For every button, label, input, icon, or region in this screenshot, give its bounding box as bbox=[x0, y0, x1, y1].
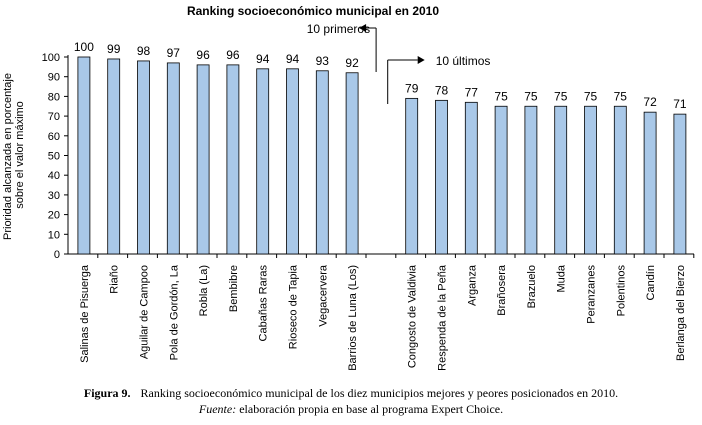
bar bbox=[346, 73, 358, 254]
y-tick-label: 100 bbox=[42, 52, 60, 64]
bar-value-label: 72 bbox=[643, 95, 657, 109]
figure-number: Figura 9. bbox=[84, 386, 131, 400]
bar-value-label: 75 bbox=[524, 89, 538, 103]
bar bbox=[674, 114, 686, 254]
bar bbox=[585, 106, 597, 254]
bar-value-label: 78 bbox=[435, 83, 449, 97]
y-tick-label: 60 bbox=[48, 131, 60, 143]
bars bbox=[78, 57, 686, 254]
bar bbox=[555, 106, 567, 254]
category-label: Arganza bbox=[466, 264, 478, 306]
bar-value-label: 93 bbox=[316, 54, 330, 68]
y-tick-label: 20 bbox=[48, 210, 60, 222]
bar bbox=[78, 57, 90, 254]
bar-value-label: 75 bbox=[554, 89, 568, 103]
bar bbox=[465, 102, 477, 254]
category-label: Robla (La) bbox=[198, 265, 210, 316]
bar-value-label: 99 bbox=[107, 42, 121, 56]
category-label: Barrios de Luna (Los) bbox=[347, 265, 359, 371]
y-tick-label: 50 bbox=[48, 151, 60, 163]
bar-value-label: 98 bbox=[137, 44, 151, 58]
category-label: Brazuelo bbox=[526, 265, 538, 308]
y-tick-label: 70 bbox=[48, 111, 60, 123]
category-label: Candín bbox=[645, 265, 657, 300]
bar-value-label: 97 bbox=[167, 46, 181, 60]
category-label: Salinas de Pisuerga bbox=[79, 264, 91, 363]
group-annotations: 10 primeros 10 últimos bbox=[307, 22, 491, 104]
bar-value-label: 100 bbox=[74, 40, 94, 54]
bar bbox=[525, 106, 537, 254]
bar-value-label: 71 bbox=[673, 97, 687, 111]
bar bbox=[257, 69, 269, 254]
source-label: Fuente: bbox=[199, 402, 236, 416]
bar bbox=[167, 63, 179, 254]
bar bbox=[644, 112, 656, 254]
bar bbox=[138, 61, 150, 254]
y-axis-label: Prioridad alcanzada en porcentaje sobre … bbox=[2, 70, 26, 240]
bar bbox=[108, 59, 120, 254]
y-axis-label-line-2: sobre el valor máximo bbox=[14, 101, 26, 209]
bar-value-label: 92 bbox=[345, 56, 359, 70]
category-label: Congosto de Valdivia bbox=[407, 264, 419, 368]
source-text: elaboración propia en base al programa E… bbox=[239, 402, 503, 416]
bar-value-label: 96 bbox=[226, 48, 240, 62]
bar bbox=[436, 100, 448, 254]
y-tick-label: 30 bbox=[48, 190, 60, 202]
group-label-bottom10: 10 últimos bbox=[436, 54, 491, 68]
bar-chart: Ranking socioeconómico municipal en 2010… bbox=[0, 0, 702, 385]
figure-caption-text: Ranking socioeconómico municipal de los … bbox=[141, 386, 619, 400]
chart-title: Ranking socioeconómico municipal en 2010 bbox=[187, 4, 439, 18]
category-label: Pola de Gordón, La bbox=[168, 264, 180, 360]
bar bbox=[197, 65, 209, 254]
category-label: Rioseco de Tapia bbox=[288, 264, 300, 349]
bar bbox=[316, 71, 328, 254]
y-tick-label: 40 bbox=[48, 170, 60, 182]
value-labels: 100 99 98 97 96 96 94 94 93 92 79 78 77 75 75 75 75 75 72 7… bbox=[74, 40, 687, 111]
bar-value-label: 77 bbox=[465, 85, 479, 99]
bar bbox=[614, 106, 626, 254]
figure-caption: Figura 9. Ranking socioeconómico municipa… bbox=[0, 386, 702, 401]
group-label-top10: 10 primeros bbox=[307, 22, 370, 36]
bar bbox=[406, 98, 418, 254]
category-label: Polentinos bbox=[615, 265, 627, 317]
category-label: Riaño bbox=[109, 265, 121, 294]
y-axis-label-line-1: Prioridad alcanzada en porcentaje bbox=[2, 73, 14, 240]
bar-value-label: 75 bbox=[494, 89, 508, 103]
category-label: Vegacervera bbox=[317, 264, 329, 327]
category-label: Aguilar de Campoo bbox=[139, 265, 151, 359]
y-tick-label: 0 bbox=[54, 249, 60, 261]
bar bbox=[495, 106, 507, 254]
category-label: Cabañas Raras bbox=[258, 265, 270, 342]
bar-value-label: 94 bbox=[256, 52, 270, 66]
category-labels: Salinas de Pisuerga Riaño Aguilar de Campo… bbox=[79, 264, 687, 371]
category-label: Respenda de la Peña bbox=[437, 264, 449, 371]
y-tick-label: 90 bbox=[48, 72, 60, 84]
category-label: Berlanga del Bierzo bbox=[675, 265, 687, 361]
figure-source: Fuente: elaboración propia en base al pr… bbox=[0, 402, 702, 417]
y-tick-label: 10 bbox=[48, 229, 60, 241]
category-label: Brañosera bbox=[496, 264, 508, 316]
y-tick-label: 80 bbox=[48, 91, 60, 103]
bar bbox=[287, 69, 299, 254]
bar-value-label: 75 bbox=[614, 89, 628, 103]
category-label: Bembibre bbox=[228, 265, 240, 312]
bar-value-label: 94 bbox=[286, 52, 300, 66]
bar bbox=[227, 65, 239, 254]
bar-value-label: 96 bbox=[196, 48, 210, 62]
category-label: Muda bbox=[556, 264, 568, 292]
category-label: Peranzanes bbox=[586, 265, 598, 324]
bar-value-label: 75 bbox=[584, 89, 598, 103]
bar-value-label: 79 bbox=[405, 81, 419, 95]
arrow-right-icon bbox=[418, 56, 425, 64]
